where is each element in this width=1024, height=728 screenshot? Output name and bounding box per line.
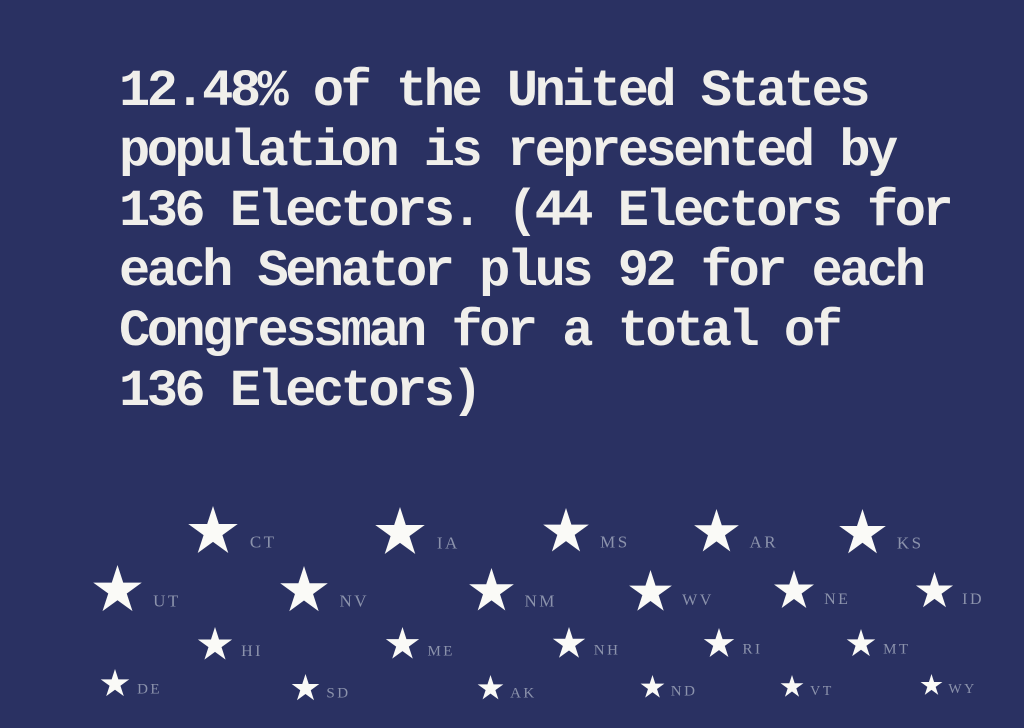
state-label: ID: [962, 590, 985, 608]
headline-line: each Senator plus 92 for each: [119, 242, 926, 301]
state-star-icon: [920, 673, 942, 695]
state-star-icon: [640, 674, 664, 698]
headline-line: population is represented by: [119, 122, 898, 181]
state-star-icon: [846, 628, 876, 656]
state-label: NH: [593, 642, 621, 658]
state-star-icon: [100, 668, 130, 696]
state-label: NM: [524, 591, 557, 611]
state-star-icon: [280, 565, 328, 611]
headline-line: Congressman for a total of: [119, 302, 843, 361]
state-star-icon: [188, 505, 238, 553]
state-star-icon: [291, 673, 319, 701]
state-label: DE: [137, 681, 163, 697]
state-star-icon: [477, 674, 503, 700]
state-label: NV: [339, 591, 370, 610]
state-star-icon: [468, 567, 514, 611]
state-star-icon: [693, 508, 739, 552]
headline: 12.48% of the United States population is…: [119, 62, 954, 422]
state-label: HI: [241, 643, 263, 660]
state-label: RI: [742, 641, 763, 658]
headline-line: 136 Electors. (44 Electors for: [119, 182, 954, 241]
state-star-icon: [92, 565, 142, 612]
headline-line: 136 Electors): [119, 362, 483, 421]
state-label: MT: [883, 641, 911, 657]
state-label: VT: [810, 684, 834, 699]
state-label: WV: [682, 592, 714, 610]
state-label: NE: [824, 590, 851, 608]
state-star-icon: [197, 626, 233, 660]
state-label: CT: [249, 532, 277, 552]
state-star-icon: [628, 569, 672, 611]
state-star-icon: [375, 506, 425, 554]
state-star-icon: [552, 626, 586, 658]
state-label: AR: [749, 532, 779, 552]
state-label: MS: [600, 532, 630, 552]
state-label: UT: [153, 591, 181, 611]
state-label: ND: [670, 683, 698, 700]
state-label: AK: [510, 685, 537, 702]
state-label: KS: [896, 533, 924, 553]
state-star-icon: [780, 675, 804, 697]
state-star-icon: [838, 508, 886, 554]
state-star-icon: [385, 627, 419, 659]
state-label: ME: [427, 643, 455, 660]
headline-line: 12.48% of the United States: [119, 62, 871, 121]
state-label: SD: [326, 685, 351, 702]
state-star-icon: [703, 627, 735, 657]
state-star-icon: [915, 572, 953, 608]
state-label: IA: [436, 533, 460, 553]
state-star-icon: [543, 508, 589, 552]
state-label: WY: [948, 681, 977, 697]
state-star-icon: [774, 570, 814, 609]
